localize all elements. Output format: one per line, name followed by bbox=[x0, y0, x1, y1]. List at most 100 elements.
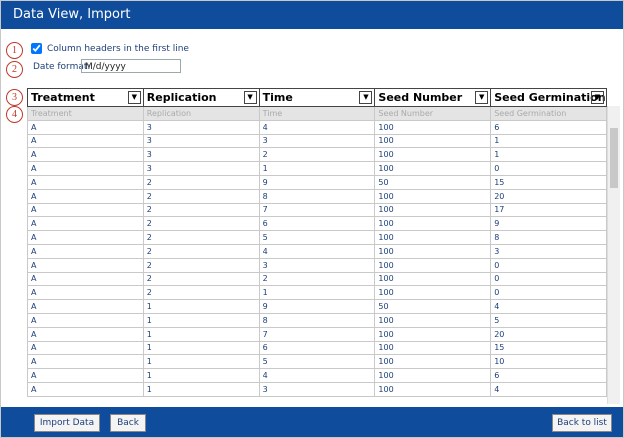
cell: 1 bbox=[142, 354, 260, 370]
header-checkbox[interactable] bbox=[31, 43, 42, 54]
cell: 5 bbox=[258, 354, 376, 370]
header-bar: Data View, Import bbox=[1, 1, 623, 29]
data-row: A 2 7 100 17 bbox=[27, 202, 607, 218]
cell: 2 bbox=[142, 230, 260, 245]
back-to-list-button[interactable]: Back to list bbox=[552, 414, 612, 432]
date-format-input[interactable]: M/d/yyyy bbox=[81, 59, 181, 73]
data-row: A 1 6 100 15 bbox=[27, 340, 607, 356]
data-row: A 3 1 100 0 bbox=[27, 161, 607, 176]
cell: 2 bbox=[142, 174, 260, 190]
cell: A bbox=[27, 202, 144, 218]
data-row: A 1 5 100 10 bbox=[27, 354, 607, 370]
cell: 100 bbox=[374, 340, 492, 356]
checkbox-label: Column headers in the first line bbox=[47, 44, 189, 54]
cell: 1 bbox=[258, 161, 376, 176]
cell: A bbox=[27, 285, 144, 301]
column-dropdown[interactable]: ▼ bbox=[127, 91, 141, 104]
cell: 7 bbox=[258, 326, 376, 342]
cell: 4 bbox=[258, 368, 376, 383]
cell: 100 bbox=[374, 381, 492, 397]
cell: 100 bbox=[374, 354, 492, 370]
cell: 1 bbox=[258, 285, 376, 301]
column-header-text: Seed Germination bbox=[494, 91, 606, 104]
data-row: A 1 3 100 4 bbox=[27, 381, 607, 397]
cell: 2 bbox=[258, 147, 376, 163]
cell: 9 bbox=[258, 174, 376, 190]
cell: A bbox=[27, 299, 144, 314]
preview-cell: Replication bbox=[142, 106, 260, 121]
preview-cell: Treatment bbox=[27, 106, 144, 121]
preview-cell: Seed Germination bbox=[490, 106, 607, 121]
cell: 100 bbox=[374, 257, 492, 273]
cell: 4 bbox=[258, 243, 376, 259]
preview-row: Treatment Replication Time Seed Number Seed … bbox=[27, 106, 607, 121]
cell: A bbox=[27, 119, 144, 135]
data-row: A 3 4 100 6 bbox=[27, 119, 607, 135]
column-header: Replication ▼ bbox=[142, 88, 260, 107]
cell: 1 bbox=[142, 312, 260, 328]
column-dropdown[interactable]: ▼ bbox=[359, 91, 373, 104]
cell: 8 bbox=[258, 312, 376, 328]
cell: 100 bbox=[374, 368, 492, 383]
scroll-thumb[interactable] bbox=[610, 128, 618, 188]
scrollbar[interactable] bbox=[607, 106, 620, 404]
cell: 2 bbox=[142, 202, 260, 218]
cell: 4 bbox=[258, 119, 376, 135]
back-button[interactable]: Back bbox=[110, 414, 146, 432]
cell: 20 bbox=[490, 326, 607, 342]
data-row: A 1 8 100 5 bbox=[27, 312, 607, 328]
cell: 2 bbox=[142, 243, 260, 259]
import-button[interactable]: Import Data bbox=[34, 414, 100, 432]
cell: 4 bbox=[490, 299, 607, 314]
column-header: Time ▼ bbox=[258, 88, 376, 107]
column-header: Treatment ▼ bbox=[27, 88, 144, 107]
cell: A bbox=[27, 174, 144, 190]
cell: 3 bbox=[142, 133, 260, 149]
data-row: A 1 7 100 20 bbox=[27, 326, 607, 342]
column-dropdown[interactable]: ▼ bbox=[243, 91, 257, 104]
cell: 1 bbox=[142, 368, 260, 383]
preview-cell: Seed Number bbox=[374, 106, 492, 121]
cell: A bbox=[27, 381, 144, 397]
column-header-text: Replication bbox=[146, 91, 217, 104]
data-row: A 3 3 100 1 bbox=[27, 133, 607, 149]
cell: 15 bbox=[490, 174, 607, 190]
data-row: A 2 5 100 8 bbox=[27, 230, 607, 245]
cell: A bbox=[27, 147, 144, 163]
cell: 100 bbox=[374, 271, 492, 287]
cell: 7 bbox=[258, 202, 376, 218]
table-body: Treatment Replication Time Seed Number Seed … bbox=[27, 106, 607, 397]
data-row: A 2 3 100 0 bbox=[27, 257, 607, 273]
column-header-text: Time bbox=[262, 91, 293, 104]
cell: 20 bbox=[490, 188, 607, 204]
cell: A bbox=[27, 257, 144, 273]
callout: 3 bbox=[6, 89, 23, 106]
cell: 100 bbox=[374, 216, 492, 232]
data-row: A 3 2 100 1 bbox=[27, 147, 607, 163]
cell: 1 bbox=[142, 299, 260, 314]
column-dropdown[interactable]: ▼ bbox=[591, 91, 604, 104]
cell: 2 bbox=[142, 271, 260, 287]
cell: 3 bbox=[258, 381, 376, 397]
cell: 3 bbox=[142, 147, 260, 163]
callout: 1 bbox=[6, 42, 23, 59]
cell: 100 bbox=[374, 243, 492, 259]
callout: 2 bbox=[6, 61, 23, 78]
cell: A bbox=[27, 368, 144, 383]
column-header: Seed Germination ▼ bbox=[490, 88, 607, 107]
cell: 2 bbox=[142, 285, 260, 301]
cell: 100 bbox=[374, 161, 492, 176]
cell: A bbox=[27, 326, 144, 342]
column-dropdown[interactable]: ▼ bbox=[475, 91, 489, 104]
cell: A bbox=[27, 161, 144, 176]
cell: 6 bbox=[490, 368, 607, 383]
cell: 100 bbox=[374, 188, 492, 204]
cell: A bbox=[27, 243, 144, 259]
cell: 0 bbox=[490, 161, 607, 176]
data-row: A 2 4 100 3 bbox=[27, 243, 607, 259]
cell: 3 bbox=[258, 133, 376, 149]
cell: 9 bbox=[258, 299, 376, 314]
cell: 0 bbox=[490, 257, 607, 273]
column-header-text: Treatment bbox=[31, 91, 95, 104]
cell: A bbox=[27, 188, 144, 204]
